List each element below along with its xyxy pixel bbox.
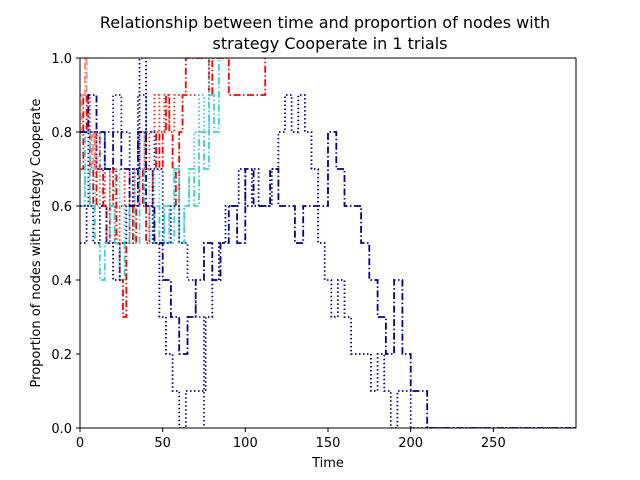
y-tick-label: 0.2 — [51, 348, 72, 363]
x-tick-label: 0 — [76, 436, 84, 451]
series-line-1 — [80, 58, 267, 318]
x-axis-label: Time — [311, 456, 344, 471]
y-tick-label: 0.8 — [51, 126, 72, 141]
series-line-7 — [80, 58, 576, 428]
series-line-8 — [80, 94, 205, 428]
x-tick-label: 200 — [398, 436, 423, 451]
series-group — [80, 58, 576, 428]
y-tick-label: 0.6 — [51, 200, 72, 215]
y-tick-label: 1.0 — [51, 52, 72, 67]
y-axis-ticks: 0.0 0.2 0.4 0.6 0.8 1.0 — [51, 52, 80, 437]
chart-title-line1: Relationship between time and proportion… — [100, 13, 550, 32]
x-tick-label: 150 — [316, 436, 341, 451]
series-line-4 — [80, 58, 220, 281]
y-tick-label: 0.4 — [51, 274, 72, 289]
x-axis-ticks: 0 50 100 150 200 250 — [76, 428, 506, 451]
y-tick-label: 0.0 — [51, 422, 72, 437]
chart-title-line2: strategy Cooperate in 1 trials — [213, 34, 448, 53]
x-tick-label: 100 — [233, 436, 258, 451]
x-tick-label: 50 — [154, 436, 171, 451]
y-axis-label: Proportion of nodes with strategy Cooper… — [29, 99, 44, 388]
x-tick-label: 250 — [481, 436, 506, 451]
